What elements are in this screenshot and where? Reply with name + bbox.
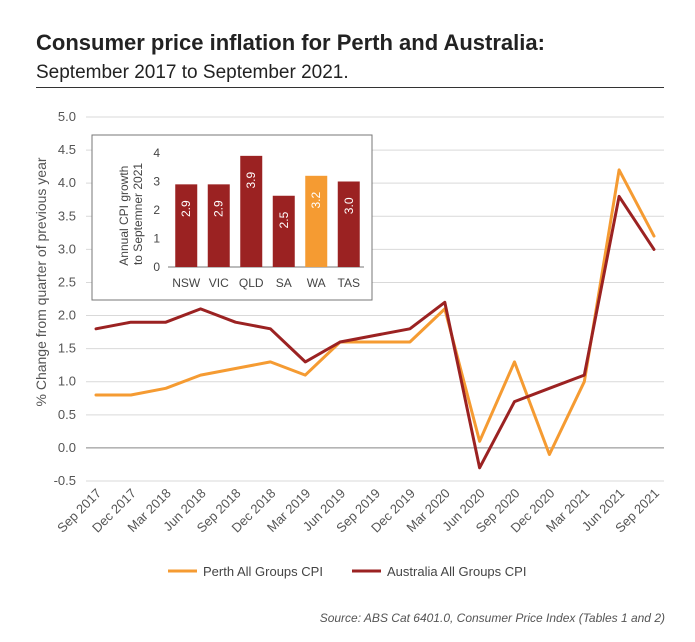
inset-y-ticks: 4 3 2 1 0 [153, 146, 364, 274]
y-tick-label: 2.5 [58, 274, 76, 289]
inset-bar-value-label: 3.0 [342, 197, 356, 214]
chart-title: Consumer price inflation for Perth and A… [36, 30, 545, 55]
inset-x-tick-label: TAS [338, 276, 360, 290]
inset-bar [240, 155, 263, 267]
y-tick-label: 2.0 [58, 308, 76, 323]
inset-x-tick-label: QLD [239, 276, 264, 290]
inset-bar-value-label: 2.9 [179, 200, 193, 217]
y-tick-label: -0.5 [54, 473, 76, 488]
inset-x-tick-label: VIC [209, 276, 229, 290]
title-rule [36, 87, 664, 88]
inset-y-tick-label: 1 [153, 232, 160, 246]
inset-bar [272, 195, 295, 267]
source-note: Source: ABS Cat 6401.0, Consumer Price I… [319, 611, 665, 625]
inset-bar-value-label: 3.9 [244, 172, 258, 189]
y-tick-label: 4.0 [58, 175, 76, 190]
y-tick-label: 0.0 [58, 440, 76, 455]
inset-bar-value-label: 2.5 [277, 211, 291, 228]
legend-label-perth: Perth All Groups CPI [203, 564, 323, 579]
inset-frame [91, 134, 373, 301]
inset-bars: 2.9 NSW 2.9 VIC 3.9 QLD 2.5 SA 3.2 WA 3.0 TAS [172, 155, 360, 290]
y-axis-label: % Change from quarter of previous year [33, 157, 49, 406]
y-tick-label: 1.5 [58, 341, 76, 356]
inset-bar [207, 184, 230, 267]
legend-label-australia: Australia All Groups CPI [387, 564, 526, 579]
series-line-australia [94, 194, 656, 470]
y-tick-label: 4.5 [58, 142, 76, 157]
inset-y-tick-label: 2 [153, 203, 160, 217]
main-y-ticks: 5.0 4.5 4.0 3.5 3.0 2.5 2.0 1.5 1.0 0.5 0.0 -0.5 [54, 109, 76, 488]
inset-x-tick-label: WA [307, 276, 326, 290]
inset-y-tick-label: 3 [153, 175, 160, 189]
series-line-perth [94, 168, 656, 456]
inset-bar-chart: 4 3 2 1 0 2.9 NSW 2.9 VIC 3.9 QLD 2.5 SA 3.2 WA 3.0 TAS… [91, 134, 373, 301]
y-tick-label: 0.5 [58, 407, 76, 422]
inset-bar-value-label: 3.2 [309, 191, 323, 208]
inset-x-tick-label: SA [276, 276, 292, 290]
inset-bar [175, 184, 198, 267]
inset-y-tick-label: 4 [153, 146, 160, 160]
y-tick-label: 1.0 [58, 374, 76, 389]
inset-bar [305, 175, 328, 267]
inset-y-axis-label: Annual CPI growth to Septemner 2021 [117, 162, 145, 265]
y-tick-label: 3.5 [58, 208, 76, 223]
inset-bar-value-label: 2.9 [212, 200, 226, 217]
inset-bar [337, 181, 360, 267]
inset-y-tick-label: 0 [153, 260, 160, 274]
chart-subtitle: September 2017 to September 2021. [36, 62, 349, 83]
y-tick-label: 5.0 [58, 109, 76, 124]
y-tick-label: 3.0 [58, 241, 76, 256]
main-series [94, 168, 656, 470]
inset-x-tick-label: NSW [172, 276, 201, 290]
legend: Perth All Groups CPI Australia All Group… [168, 564, 526, 579]
